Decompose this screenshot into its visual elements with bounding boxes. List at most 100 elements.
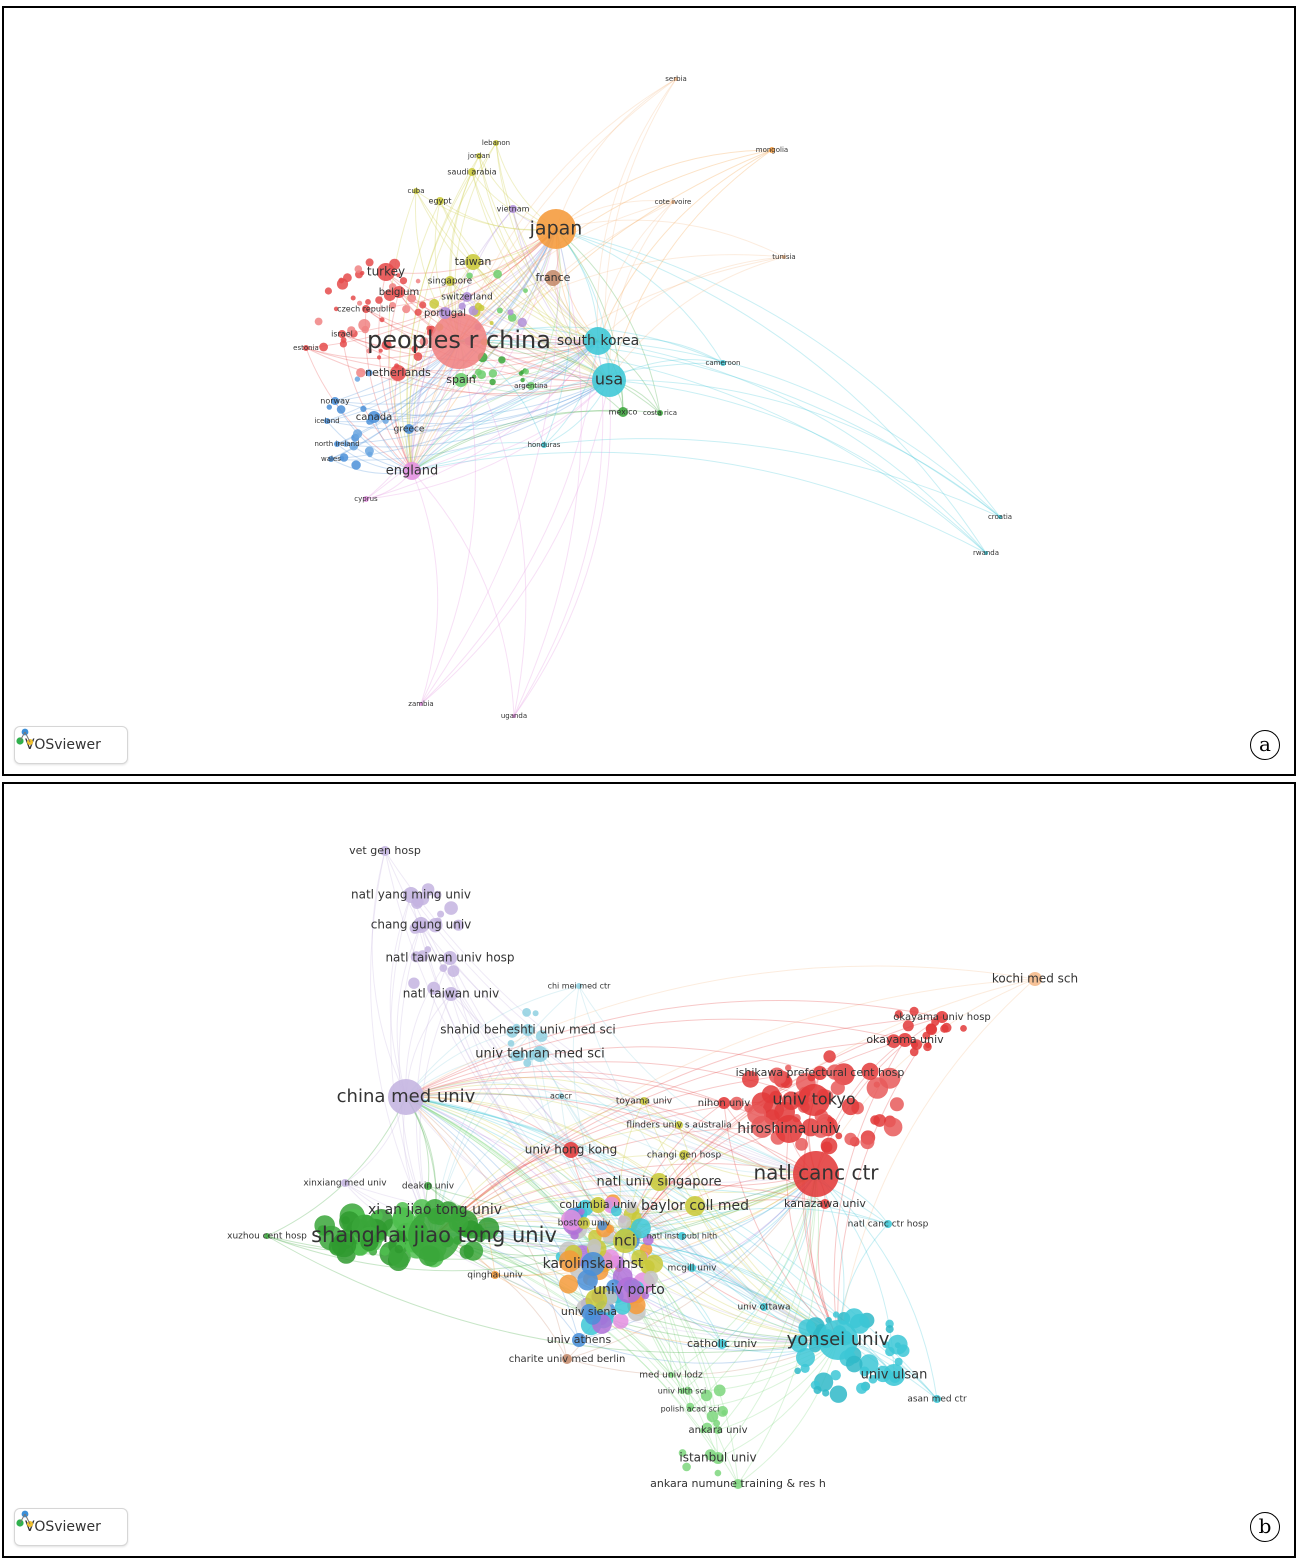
- network-node[interactable]: [468, 168, 476, 176]
- unlabeled-node[interactable]: [364, 446, 374, 456]
- unlabeled-node[interactable]: [477, 1217, 500, 1240]
- unlabeled-node[interactable]: [882, 1341, 890, 1349]
- network-node[interactable]: [444, 987, 458, 1001]
- unlabeled-node[interactable]: [873, 1081, 880, 1088]
- unlabeled-node[interactable]: [558, 1250, 581, 1273]
- unlabeled-node[interactable]: [514, 1050, 525, 1061]
- unlabeled-node[interactable]: [413, 352, 423, 361]
- unlabeled-node[interactable]: [610, 1255, 619, 1264]
- unlabeled-node[interactable]: [381, 340, 392, 350]
- unlabeled-node[interactable]: [832, 1311, 840, 1318]
- network-node[interactable]: [558, 1093, 564, 1099]
- unlabeled-node[interactable]: [889, 1097, 904, 1112]
- unlabeled-node[interactable]: [341, 1216, 350, 1225]
- network-node[interactable]: [714, 1426, 722, 1434]
- unlabeled-node[interactable]: [382, 417, 389, 424]
- network-node[interactable]: [390, 365, 406, 381]
- unlabeled-node[interactable]: [518, 371, 524, 376]
- network-node[interactable]: [581, 1304, 597, 1320]
- unlabeled-node[interactable]: [532, 1010, 539, 1017]
- network-node[interactable]: [678, 1232, 686, 1240]
- unlabeled-node[interactable]: [339, 453, 349, 462]
- unlabeled-node[interactable]: [493, 269, 502, 279]
- unlabeled-node[interactable]: [452, 919, 464, 931]
- network-node[interactable]: [884, 1220, 892, 1228]
- unlabeled-node[interactable]: [798, 1319, 816, 1337]
- network-node[interactable]: [592, 363, 626, 397]
- unlabeled-node[interactable]: [333, 306, 339, 312]
- unlabeled-node[interactable]: [523, 288, 528, 293]
- unlabeled-node[interactable]: [822, 1389, 830, 1397]
- unlabeled-node[interactable]: [559, 1274, 579, 1294]
- network-node[interactable]: [1028, 972, 1042, 986]
- unlabeled-node[interactable]: [350, 295, 356, 301]
- unlabeled-node[interactable]: [909, 1006, 919, 1016]
- unlabeled-node[interactable]: [437, 910, 445, 918]
- network-node[interactable]: [720, 360, 726, 366]
- unlabeled-node[interactable]: [375, 296, 383, 304]
- network-node[interactable]: [424, 1182, 432, 1190]
- unlabeled-node[interactable]: [354, 265, 363, 273]
- unlabeled-node[interactable]: [820, 1137, 838, 1155]
- network-node[interactable]: [328, 456, 334, 462]
- unlabeled-node[interactable]: [488, 369, 498, 378]
- unlabeled-node[interactable]: [561, 1209, 582, 1231]
- network-node[interactable]: [562, 1354, 572, 1364]
- unlabeled-node[interactable]: [744, 1103, 753, 1113]
- unlabeled-node[interactable]: [813, 1386, 822, 1394]
- network-node[interactable]: [613, 1229, 637, 1253]
- unlabeled-node[interactable]: [617, 1215, 632, 1229]
- unlabeled-node[interactable]: [458, 302, 466, 310]
- network-node[interactable]: [936, 1011, 948, 1023]
- network-node[interactable]: [984, 551, 988, 555]
- network-node[interactable]: [527, 382, 535, 390]
- network-node[interactable]: [679, 1150, 689, 1160]
- unlabeled-node[interactable]: [940, 1024, 949, 1033]
- unlabeled-node[interactable]: [830, 1080, 845, 1095]
- network-node[interactable]: [898, 1033, 912, 1047]
- unlabeled-node[interactable]: [507, 1040, 515, 1047]
- unlabeled-node[interactable]: [372, 1210, 383, 1221]
- unlabeled-node[interactable]: [925, 1023, 938, 1036]
- network-node[interactable]: [443, 951, 457, 965]
- unlabeled-node[interactable]: [407, 293, 417, 303]
- unlabeled-node[interactable]: [444, 901, 458, 915]
- network-node[interactable]: [431, 313, 487, 369]
- unlabeled-node[interactable]: [466, 272, 473, 279]
- unlabeled-node[interactable]: [427, 981, 441, 995]
- unlabeled-node[interactable]: [399, 277, 408, 285]
- network-node[interactable]: [798, 1084, 830, 1116]
- unlabeled-node[interactable]: [402, 305, 411, 314]
- network-node[interactable]: [712, 1452, 724, 1464]
- unlabeled-node[interactable]: [844, 1308, 865, 1329]
- unlabeled-node[interactable]: [498, 356, 506, 364]
- unlabeled-node[interactable]: [520, 377, 525, 383]
- unlabeled-node[interactable]: [812, 1121, 829, 1138]
- network-node[interactable]: [718, 1097, 730, 1109]
- network-node[interactable]: [436, 197, 444, 205]
- unlabeled-node[interactable]: [365, 369, 373, 377]
- unlabeled-node[interactable]: [844, 1132, 857, 1146]
- unlabeled-node[interactable]: [347, 326, 356, 335]
- institution-network-map[interactable]: shanghai jiao tong univ natl canc ctr yons…: [4, 784, 1294, 1556]
- unlabeled-node[interactable]: [356, 368, 366, 378]
- network-node[interactable]: [572, 1333, 586, 1347]
- network-node[interactable]: [424, 1199, 446, 1221]
- unlabeled-node[interactable]: [829, 1385, 848, 1403]
- network-node[interactable]: [493, 140, 499, 146]
- unlabeled-node[interactable]: [678, 1449, 687, 1457]
- unlabeled-node[interactable]: [477, 370, 486, 380]
- unlabeled-node[interactable]: [730, 1096, 744, 1111]
- network-node[interactable]: [717, 1339, 727, 1349]
- network-node[interactable]: [687, 1406, 693, 1412]
- unlabeled-node[interactable]: [366, 348, 372, 354]
- unlabeled-node[interactable]: [433, 890, 442, 899]
- unlabeled-node[interactable]: [324, 287, 332, 295]
- unlabeled-node[interactable]: [861, 1062, 879, 1080]
- unlabeled-node[interactable]: [331, 1232, 357, 1258]
- unlabeled-node[interactable]: [522, 1008, 531, 1017]
- unlabeled-node[interactable]: [353, 429, 363, 439]
- network-node[interactable]: [883, 1364, 905, 1386]
- unlabeled-node[interactable]: [314, 1215, 336, 1236]
- network-node[interactable]: [793, 1151, 839, 1197]
